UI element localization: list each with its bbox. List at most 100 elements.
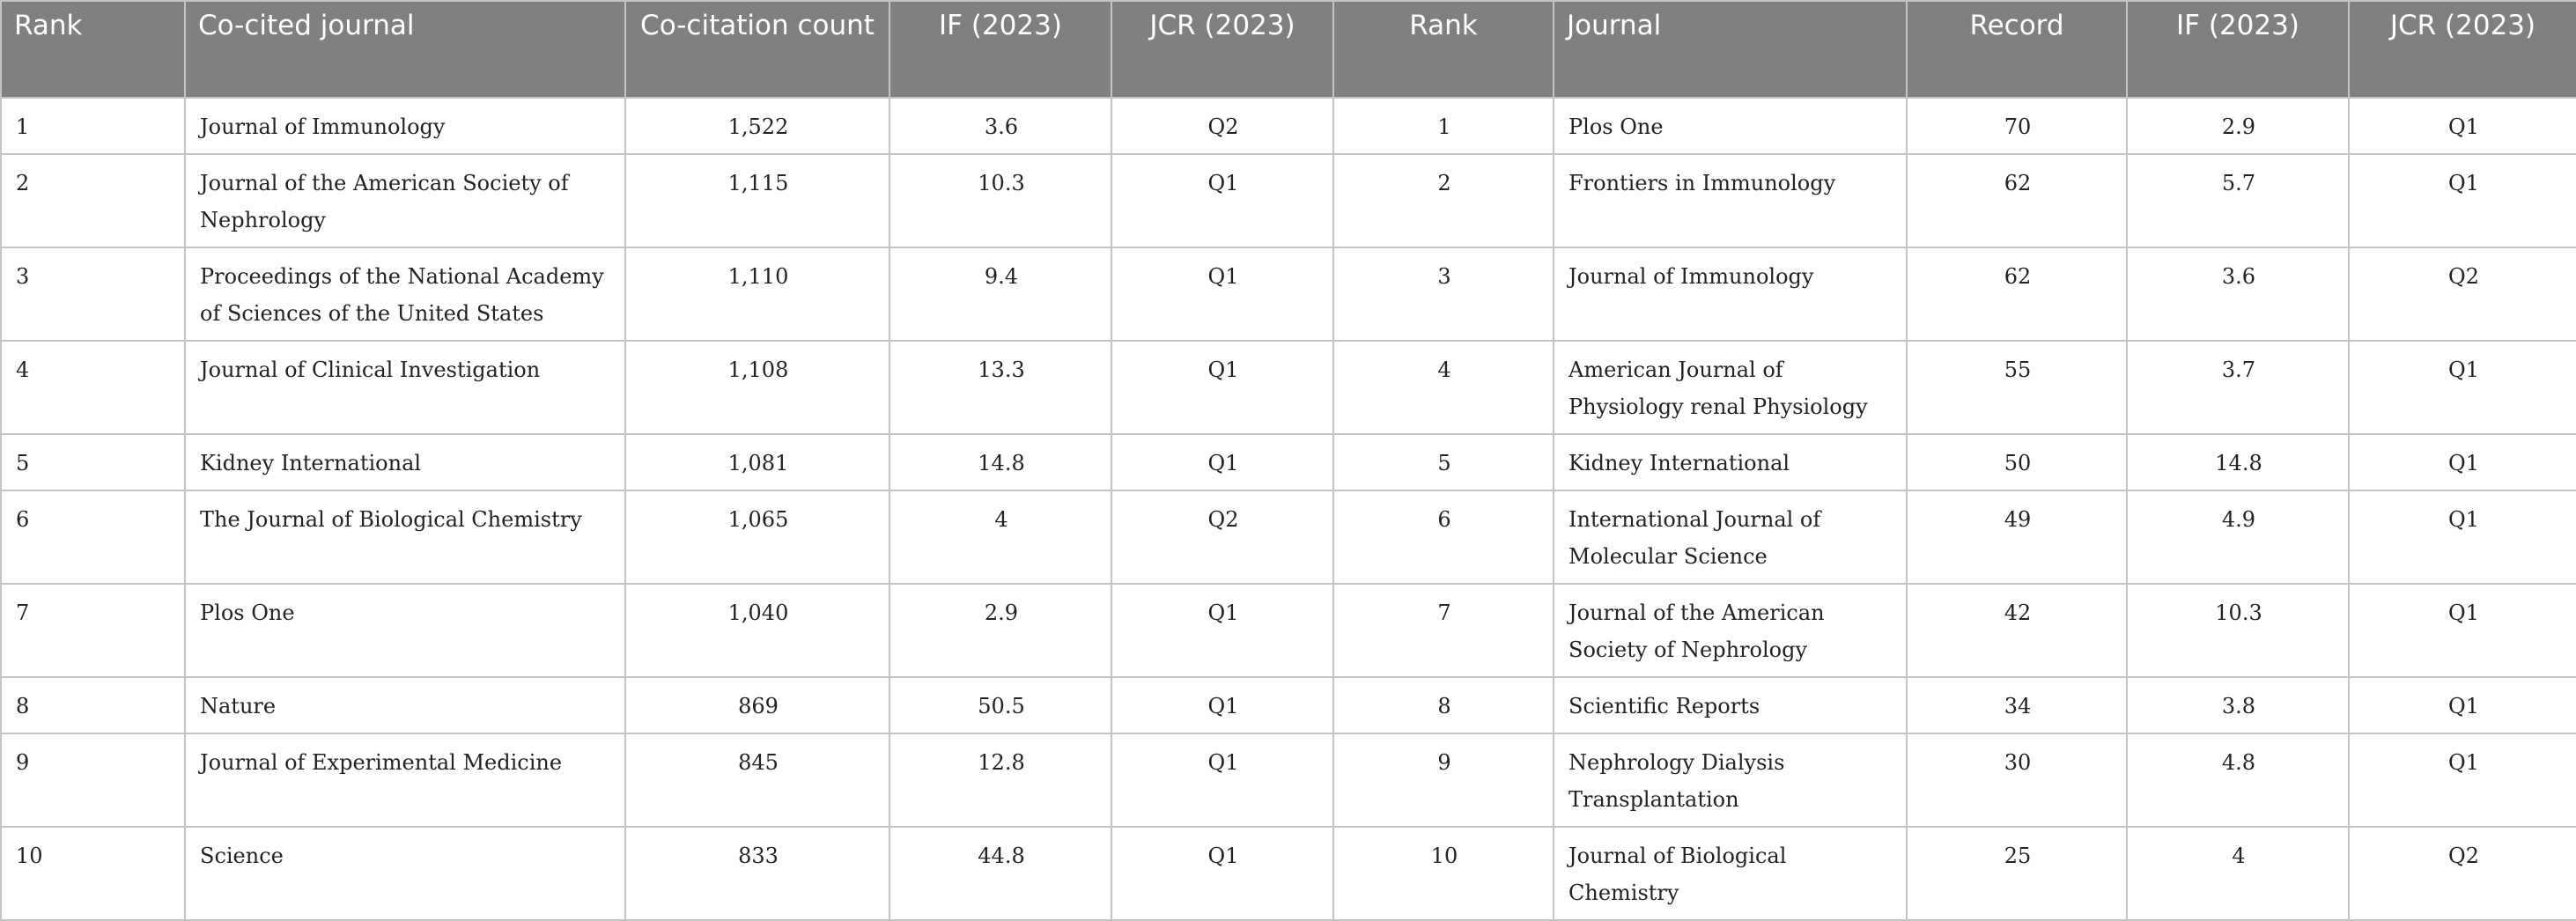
table-cell: Proceedings of the National Academy of S…	[184, 247, 626, 342]
table-cell: Q1	[2348, 676, 2576, 734]
table-cell: Q1	[2348, 433, 2576, 491]
header-cell: Journal	[1553, 0, 1908, 99]
table-cell: 1,040	[624, 583, 890, 678]
table-cell: Science	[184, 826, 626, 921]
table-cell: Q1	[2348, 97, 2576, 155]
table-cell: Q2	[1111, 97, 1334, 155]
header-cell: IF (2023)	[889, 0, 1112, 99]
table-cell: 6	[1332, 490, 1554, 585]
table-cell: 2.9	[889, 583, 1112, 678]
table-row: 7 Plos One 1,040 2.9 Q1 7 Journal of the Ameri…	[0, 583, 2576, 678]
table-cell: Journal of Immunology	[1553, 247, 1908, 342]
table-cell: 25	[1906, 826, 2128, 921]
table-cell: 50.5	[889, 676, 1112, 734]
table-cell: 10.3	[889, 153, 1112, 248]
table-cell: 1,110	[624, 247, 890, 342]
table-cell: 10	[1332, 826, 1554, 921]
table-cell: Nature	[184, 676, 626, 734]
table-cell: 34	[1906, 676, 2128, 734]
table-cell: 1,108	[624, 340, 890, 435]
table-cell: 1	[1332, 97, 1554, 155]
table-cell: 1	[0, 97, 186, 155]
table-cell: Q2	[2348, 826, 2576, 921]
table-cell: 833	[624, 826, 890, 921]
table-cell: 8	[1332, 676, 1554, 734]
table-cell: 1,115	[624, 153, 890, 248]
table-cell: 845	[624, 733, 890, 828]
table-cell: Q2	[1111, 490, 1334, 585]
table-cell: 4	[2126, 826, 2350, 921]
table-cell: 7	[0, 583, 186, 678]
table-cell: Journal of the American Society of Nephr…	[184, 153, 626, 248]
table-cell: Journal of Biological Chemistry	[1553, 826, 1908, 921]
table-cell: 10	[0, 826, 186, 921]
table-cell: 3.6	[889, 97, 1112, 155]
table-row: 2 Journal of the American Society of Neph…	[0, 153, 2576, 248]
table-cell: The Journal of Biological Chemistry	[184, 490, 626, 585]
table-cell: Q1	[2348, 153, 2576, 248]
table-cell: 5	[0, 433, 186, 491]
table-cell: 3.6	[2126, 247, 2350, 342]
table-cell: Journal of Immunology	[184, 97, 626, 155]
table-cell: Q1	[1111, 247, 1334, 342]
table-row: 4 Journal of Clinical Investigation 1,108 1…	[0, 340, 2576, 435]
table-cell: Plos One	[184, 583, 626, 678]
table-cell: Q1	[1111, 433, 1334, 491]
header-cell: Rank	[1332, 0, 1554, 99]
table-cell: 5.7	[2126, 153, 2350, 248]
table-cell: Q2	[2348, 247, 2576, 342]
table-cell: 4	[889, 490, 1112, 585]
header-cell: Rank	[0, 0, 186, 99]
table-cell: 1,065	[624, 490, 890, 585]
table-row: 3 Proceedings of the National Academy of …	[0, 247, 2576, 342]
table-cell: 62	[1906, 247, 2128, 342]
table-row: 5 Kidney International 1,081 14.8 Q1 5 Kidney …	[0, 433, 2576, 491]
table-row: 1 Journal of Immunology 1,522 3.6 Q2 1 Plos On…	[0, 97, 2576, 155]
table-row: 8 Nature 869 50.5 Q1 8 Scientific Reports 34 3.8…	[0, 676, 2576, 734]
table-cell: International Journal of Molecular Scien…	[1553, 490, 1908, 585]
table-cell: 9	[1332, 733, 1554, 828]
header-row: Rank Co-cited journal Co-citation count IF …	[0, 0, 2576, 99]
table-cell: 8	[0, 676, 186, 734]
table-cell: 44.8	[889, 826, 1112, 921]
table-cell: 9	[0, 733, 186, 828]
table-cell: 2	[0, 153, 186, 248]
table-cell: 4	[0, 340, 186, 435]
table-cell: 30	[1906, 733, 2128, 828]
table-cell: 55	[1906, 340, 2128, 435]
table-cell: Journal of Experimental Medicine	[184, 733, 626, 828]
table-cell: 14.8	[2126, 433, 2350, 491]
table-cell: 14.8	[889, 433, 1112, 491]
table-row: 9 Journal of Experimental Medicine 845 12.8…	[0, 733, 2576, 828]
table-cell: 4.9	[2126, 490, 2350, 585]
table-cell: 6	[0, 490, 186, 585]
table-cell: Nephrology Dialysis Transplantation	[1553, 733, 1908, 828]
table-cell: Kidney International	[184, 433, 626, 491]
table-cell: American Journal of Physiology renal Phy…	[1553, 340, 1908, 435]
header-cell: IF (2023)	[2126, 0, 2350, 99]
header-cell: Record	[1906, 0, 2128, 99]
table-cell: 62	[1906, 153, 2128, 248]
table-cell: Q1	[1111, 733, 1334, 828]
table-cell: Q1	[1111, 676, 1334, 734]
table-cell: 1,522	[624, 97, 890, 155]
table-cell: Kidney International	[1553, 433, 1908, 491]
table-cell: Journal of the American Society of Nephr…	[1553, 583, 1908, 678]
table-cell: 4.8	[2126, 733, 2350, 828]
header-cell: Co-citation count	[624, 0, 890, 99]
table-cell: 50	[1906, 433, 2128, 491]
header-cell: JCR (2023)	[1111, 0, 1334, 99]
table-cell: 5	[1332, 433, 1554, 491]
table-cell: 4	[1332, 340, 1554, 435]
table-cell: Scientific Reports	[1553, 676, 1908, 734]
table-cell: Q1	[1111, 826, 1334, 921]
table-cell: Plos One	[1553, 97, 1908, 155]
table-cell: 7	[1332, 583, 1554, 678]
table-cell: 12.8	[889, 733, 1112, 828]
table-cell: 49	[1906, 490, 2128, 585]
table-cell: 2.9	[2126, 97, 2350, 155]
table-cell: Q1	[1111, 583, 1334, 678]
table-cell: 3.7	[2126, 340, 2350, 435]
